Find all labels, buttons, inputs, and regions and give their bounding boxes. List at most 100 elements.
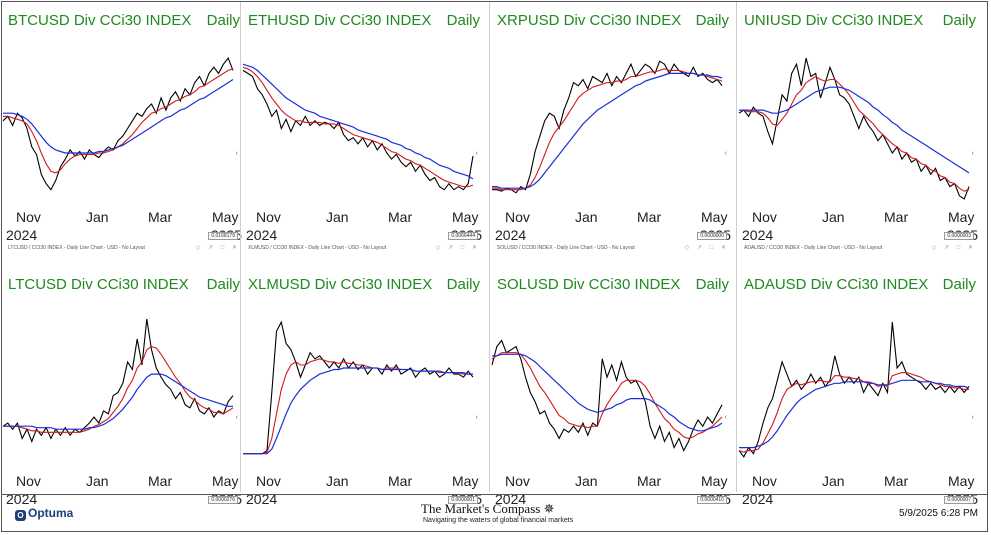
plot-area[interactable]: ‹ (242, 306, 478, 473)
chart-panel[interactable]: ETHUSD Div CCi30 INDEX Daily ‹ Nov Jan Mar May… (242, 2, 486, 243)
window-controls-icon[interactable]: ◇ ↗ □ ✕ (435, 245, 480, 251)
chart-toolbar-strip[interactable]: LTCUSD / CCI30 INDEX - Daily Line Chart … (2, 243, 246, 255)
series-line-price (738, 322, 970, 458)
x-tick-label: Nov (505, 473, 530, 489)
series-line-fast (492, 68, 723, 191)
x-tick-label: Mar (637, 473, 662, 489)
chart-svg (738, 57, 970, 200)
chart-title: XRPUSD Div CCi30 INDEX (497, 12, 682, 29)
collapse-arrow-icon[interactable]: ‹ (475, 414, 478, 421)
chart-panel[interactable]: SOLUSD Div CCi30 INDEX Daily ‹ Nov Jan Mar May… (491, 266, 735, 507)
plot-area[interactable]: ‹ (491, 42, 727, 209)
collapse-arrow-icon[interactable]: ‹ (971, 150, 974, 157)
chart-panel[interactable]: ADAUSD Div CCi30 INDEX Daily ‹ Nov Jan Mar May… (738, 266, 982, 507)
series-line-fast (242, 66, 474, 188)
panel-divider (489, 2, 490, 492)
x-axis: NovJanMarMay202420250.0000000 (491, 209, 731, 243)
plot-area[interactable]: ‹ (491, 306, 727, 473)
chart-panel[interactable]: XLMUSD Div CCi30 INDEX Daily ‹ Nov Jan Mar May… (242, 266, 486, 507)
collapse-arrow-icon[interactable]: ‹ (724, 150, 727, 157)
chart-toolbar-strip[interactable]: ADAUSD / CCI30 INDEX - Daily Line Chart … (738, 243, 982, 255)
x-axis: NovJanMarMay202420250.0168179 (2, 209, 242, 243)
chart-frequency: Daily (695, 12, 729, 29)
last-value-tag: 0.0000007 (944, 496, 974, 504)
series-line-slow (492, 72, 723, 189)
strip-title: ADAUSD / CCI30 INDEX - Daily Line Chart … (744, 245, 883, 251)
panel-divider (736, 2, 737, 492)
plot-area[interactable]: ‹ (2, 42, 238, 209)
x-tick-label: Mar (388, 473, 413, 489)
brand-tagline: Navigating the waters of global financia… (423, 517, 574, 524)
series-line-price (243, 320, 474, 455)
compass-rose-icon: ✵ (543, 501, 555, 516)
last-value-tag: 0.0000001 (448, 496, 478, 504)
window-controls-icon[interactable]: ◇ ↗ □ ✕ (684, 245, 729, 251)
last-value-tag: 0.0000410 (697, 496, 727, 504)
chart-panel[interactable]: BTCUSD Div CCi30 INDEX Daily ‹ Nov Jan Mar May… (2, 2, 246, 243)
series-line-slow (739, 379, 970, 449)
x-tick-label: May (452, 473, 479, 489)
series-line-price (242, 69, 474, 191)
optuma-logo[interactable]: O Optuma (15, 506, 73, 521)
chart-panel[interactable]: UNIUSD Div CCi30 INDEX Daily ‹ Nov Jan Mar May… (738, 2, 982, 243)
collapse-arrow-icon[interactable]: ‹ (235, 150, 238, 157)
plot-area[interactable]: ‹ (738, 306, 974, 473)
last-value-tag: 0.0066444 (448, 232, 478, 240)
x-tick-label: Nov (256, 473, 281, 489)
year-label-left: 2024 (742, 227, 774, 243)
chart-frequency: Daily (942, 12, 976, 29)
x-tick-label: Mar (148, 209, 173, 225)
x-tick-label: Nov (256, 209, 281, 225)
year-label-left: 2024 (246, 491, 278, 507)
x-tick-label: May (701, 473, 728, 489)
chart-svg (2, 57, 234, 191)
chart-frequency: Daily (942, 276, 976, 293)
last-value-tag: 0.0000003 (944, 232, 974, 240)
collapse-arrow-icon[interactable]: ‹ (475, 150, 478, 157)
chart-frequency: Daily (206, 276, 240, 293)
year-label-left: 2024 (495, 227, 527, 243)
series-line-fast (738, 372, 969, 453)
series-line-slow (243, 367, 473, 455)
x-axis: NovJanMarMay202420250.0000003 (738, 209, 978, 243)
optuma-logo-icon: O (15, 510, 26, 521)
timestamp: 5/9/2025 6:28 PM (899, 508, 978, 519)
year-label-left: 2024 (6, 227, 38, 243)
x-tick-label: Jan (822, 209, 845, 225)
x-tick-label: Jan (575, 209, 598, 225)
chart-panel[interactable]: XRPUSD Div CCi30 INDEX Daily ‹ Nov Jan Mar May… (491, 2, 735, 243)
chart-svg (243, 320, 474, 455)
collapse-arrow-icon[interactable]: ‹ (724, 414, 727, 421)
chart-title: BTCUSD Div CCi30 INDEX (8, 12, 192, 29)
x-tick-label: Jan (326, 473, 349, 489)
chart-title: SOLUSD Div CCi30 INDEX (497, 276, 681, 293)
x-axis: NovJanMarMay202420250.0000007 (738, 473, 978, 507)
chart-title: ADAUSD Div CCi30 INDEX (744, 276, 929, 293)
footer: O Optuma The Market's Compass ✵ Navigatin… (1, 494, 988, 534)
brand-name: The Market's Compass (421, 501, 541, 516)
collapse-arrow-icon[interactable]: ‹ (235, 414, 238, 421)
x-tick-label: May (948, 209, 975, 225)
chart-panel[interactable]: LTCUSD Div CCi30 INDEX Daily ‹ Nov Jan Mar May… (2, 266, 246, 507)
x-tick-label: Nov (505, 209, 530, 225)
chart-svg (738, 322, 970, 458)
x-tick-label: Jan (86, 209, 109, 225)
last-value-tag: 0.0000000 (697, 232, 727, 240)
plot-area[interactable]: ‹ (2, 306, 238, 473)
collapse-arrow-icon[interactable]: ‹ (971, 414, 974, 421)
last-value-tag: 0.0000276 (208, 496, 238, 504)
x-tick-label: Mar (884, 473, 909, 489)
chart-svg (2, 319, 234, 444)
year-label-left: 2024 (742, 491, 774, 507)
plot-area[interactable]: ‹ (242, 42, 478, 209)
window-controls-icon[interactable]: ◇ ↗ □ ✕ (931, 245, 976, 251)
chart-toolbar-strip[interactable]: SOLUSD / CCI30 INDEX - Daily Line Chart … (491, 243, 735, 255)
optuma-logo-text: Optuma (28, 506, 74, 520)
series-line-fast (739, 75, 970, 192)
x-tick-label: Nov (16, 473, 41, 489)
chart-svg (242, 63, 474, 191)
plot-area[interactable]: ‹ (738, 42, 974, 209)
series-line-fast (491, 352, 723, 439)
window-controls-icon[interactable]: ◇ ↗ □ ✕ (195, 245, 240, 251)
chart-toolbar-strip[interactable]: XLMUSD / CCI30 INDEX - Daily Line Chart … (242, 243, 486, 255)
